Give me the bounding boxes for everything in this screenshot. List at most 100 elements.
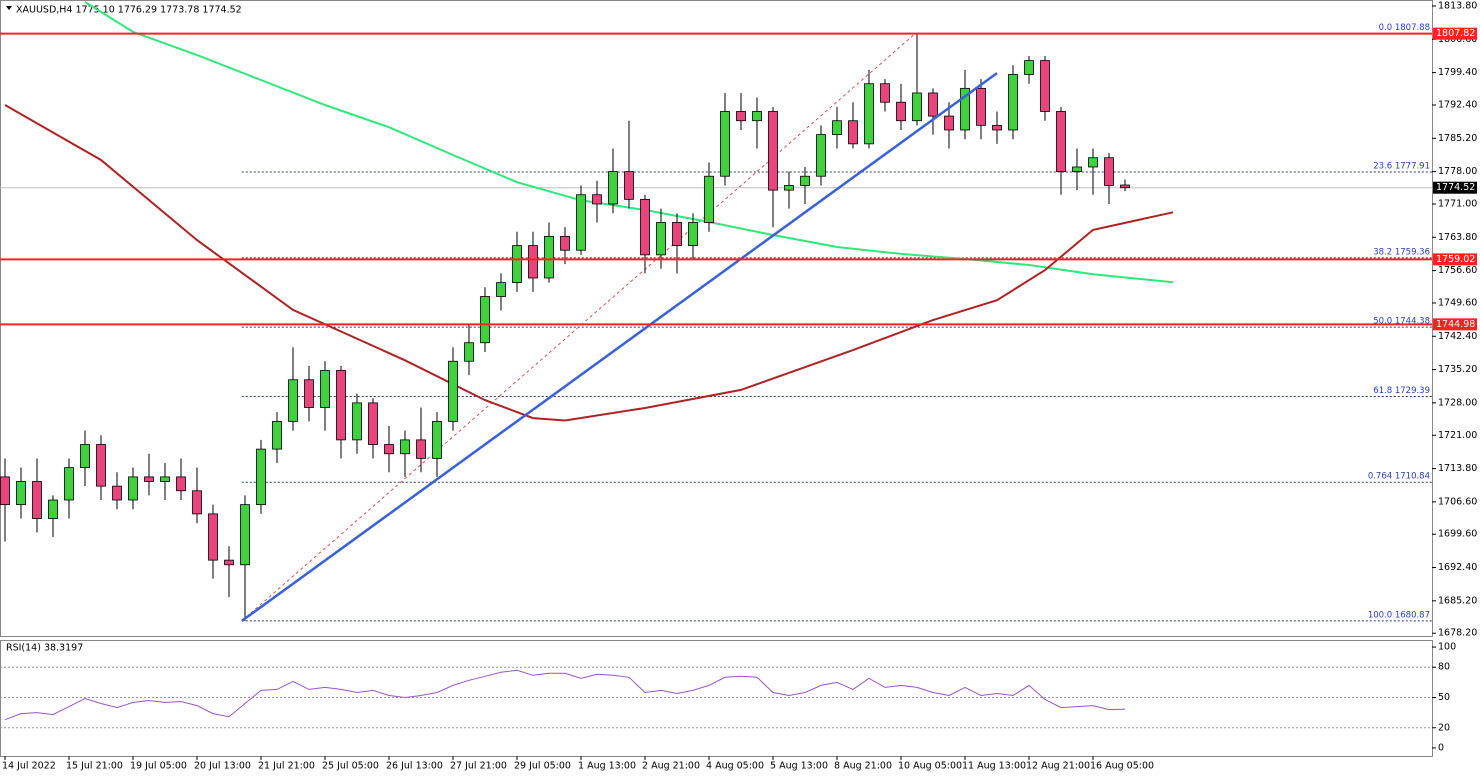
candle-body <box>128 476 138 501</box>
fib-anchor <box>241 33 916 622</box>
candle-body <box>768 111 778 191</box>
x-tick-label: 25 Jul 05:00 <box>322 761 379 772</box>
candle-body <box>416 439 426 459</box>
candle-body <box>976 87 986 126</box>
candle-body <box>464 342 474 362</box>
x-tick-label: 15 Jul 21:00 <box>66 761 123 772</box>
candle-body <box>880 83 890 103</box>
y-tick-label: 1742.40 <box>1438 331 1477 342</box>
candle-body <box>192 490 202 515</box>
y-tick-label: 1756.60 <box>1438 265 1477 276</box>
x-tick-label: 20 Jul 13:00 <box>194 761 251 772</box>
y-tick-label: 20 <box>1438 722 1450 733</box>
moving-average <box>4 104 1174 422</box>
candle-body <box>352 402 362 441</box>
candle-body <box>384 444 394 455</box>
x-tick-label: 16 Aug 05:00 <box>1090 761 1154 772</box>
candle-body <box>256 448 266 506</box>
candle-body <box>1024 60 1034 75</box>
candle-body <box>992 124 1002 131</box>
candle-body <box>1088 157 1098 168</box>
y-tick-label: 1792.40 <box>1438 99 1477 110</box>
candle-body <box>912 92 922 122</box>
candle-body <box>1120 184 1130 189</box>
rsi-title: RSI(14) 38.3197 <box>6 643 83 654</box>
x-tick-label: 11 Aug 13:00 <box>962 761 1026 772</box>
x-tick-label: 19 Jul 05:00 <box>130 761 187 772</box>
x-tick-label: 1 Aug 13:00 <box>578 761 636 772</box>
candle-body <box>544 235 554 279</box>
level-label: 1744.98 <box>1436 319 1475 330</box>
rsi-line <box>4 669 1126 721</box>
y-tick-label: 1763.80 <box>1438 232 1477 243</box>
x-tick-label: 21 Jul 21:00 <box>258 761 315 772</box>
candle-body <box>16 481 26 506</box>
candle-body <box>208 513 218 561</box>
candle-body <box>752 111 762 122</box>
candle-body <box>432 420 442 459</box>
y-tick-label: 1735.20 <box>1438 364 1477 375</box>
x-tick-label: 5 Aug 13:00 <box>770 761 828 772</box>
trendline <box>241 72 998 622</box>
candle-body <box>304 379 314 408</box>
candle-body <box>560 235 570 251</box>
candle-body <box>736 111 746 122</box>
candle-body <box>656 222 666 256</box>
candle-body <box>608 171 618 205</box>
candle-body <box>816 134 826 177</box>
y-tick-label: 50 <box>1438 692 1450 703</box>
candle-body <box>48 499 58 519</box>
candle-body <box>864 83 874 145</box>
candle-body <box>224 559 234 566</box>
y-tick-label: 1713.80 <box>1438 463 1477 474</box>
y-tick-label: 80 <box>1438 662 1450 673</box>
y-tick-label: 1771.00 <box>1438 198 1477 209</box>
level-label: 1807.82 <box>1436 28 1475 39</box>
candle-body <box>832 120 842 136</box>
y-tick-label: 0 <box>1438 742 1444 753</box>
candle-body <box>672 222 682 247</box>
y-tick-label: 1749.60 <box>1438 297 1477 308</box>
x-tick-label: 14 Jul 2022 <box>2 761 56 772</box>
level-box <box>1433 318 1477 331</box>
fib-label: 50.0 1744.38 <box>1373 317 1430 327</box>
y-tick-label: 1699.60 <box>1438 529 1477 540</box>
level-label: 1759.02 <box>1436 254 1475 265</box>
last-price-box <box>1433 181 1477 194</box>
y-tick-label: 1706.60 <box>1438 496 1477 507</box>
candle-body <box>1072 166 1082 173</box>
candle-body <box>1008 74 1018 131</box>
level-box <box>1433 253 1477 266</box>
candle-body <box>320 370 330 408</box>
x-tick-label: 8 Aug 21:00 <box>834 761 892 772</box>
candle-body <box>960 87 970 131</box>
y-tick-label: 1692.40 <box>1438 562 1477 573</box>
candle-body <box>896 101 906 122</box>
y-tick-label: 1813.80 <box>1438 1 1477 12</box>
candle-body <box>640 198 650 256</box>
y-tick-label: 1678.20 <box>1438 628 1477 639</box>
candle-body <box>448 360 458 422</box>
candle-body <box>848 120 858 145</box>
candle-body <box>624 171 634 200</box>
candle-body <box>144 476 154 482</box>
candle-body <box>1056 111 1066 173</box>
candle-body <box>176 476 186 492</box>
candle-body <box>704 175 714 223</box>
x-tick-label: 4 Aug 05:00 <box>706 761 764 772</box>
chart-title: XAUUSD,H4 1775.10 1776.29 1773.78 1774.5… <box>16 5 242 16</box>
pane-arrow <box>6 6 12 10</box>
candle-body <box>112 485 122 501</box>
last-price-label: 1774.52 <box>1436 182 1475 193</box>
candle-body <box>1040 60 1050 112</box>
candle-body <box>480 296 490 344</box>
candle-body <box>512 245 522 284</box>
candle-body <box>336 370 346 441</box>
candle-body <box>800 175 810 186</box>
fib-label: 61.8 1729.39 <box>1373 386 1430 396</box>
y-tick-label: 1778.00 <box>1438 166 1477 177</box>
fib-label: 0.764 1710.84 <box>1368 472 1430 482</box>
candle-body <box>80 444 90 469</box>
candle-body <box>944 115 954 131</box>
